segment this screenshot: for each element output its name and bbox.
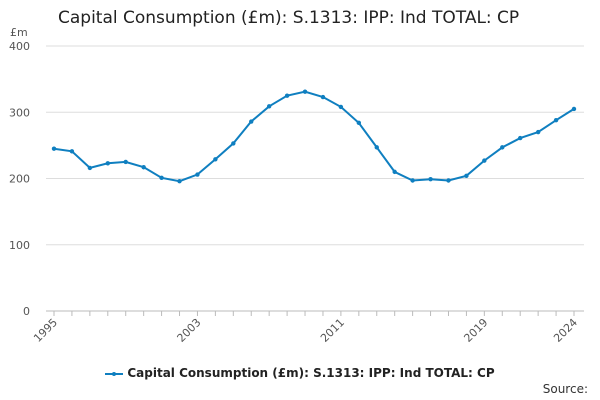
series-points xyxy=(51,89,577,184)
y-tick-label: 100 xyxy=(9,239,30,252)
legend-line-icon xyxy=(105,371,124,376)
source-label: Source: xyxy=(542,382,588,396)
data-point[interactable] xyxy=(231,141,236,146)
data-point[interactable] xyxy=(141,165,146,170)
y-axis-ticks: 0 100 200 300 400 xyxy=(9,40,30,318)
x-tick-label: 1995 xyxy=(31,316,60,345)
data-point[interactable] xyxy=(159,175,164,181)
x-tick-label: 2011 xyxy=(318,316,347,345)
data-point[interactable] xyxy=(392,169,397,175)
data-point[interactable] xyxy=(123,159,128,165)
data-point[interactable] xyxy=(249,119,254,124)
data-point[interactable] xyxy=(428,176,433,182)
data-point[interactable] xyxy=(105,161,110,166)
y-tick-label: 300 xyxy=(9,106,30,119)
data-point[interactable] xyxy=(374,145,379,150)
y-tick-label: 400 xyxy=(9,40,30,53)
x-tick-label: 2019 xyxy=(461,316,490,345)
x-axis: 1995 2003 2011 2019 2024 xyxy=(31,310,584,345)
data-point[interactable] xyxy=(338,104,344,110)
data-point[interactable] xyxy=(51,146,57,151)
data-point[interactable] xyxy=(302,89,308,94)
data-point[interactable] xyxy=(500,145,505,150)
data-point[interactable] xyxy=(320,94,326,100)
series-line xyxy=(53,90,575,183)
data-point[interactable] xyxy=(518,135,523,141)
data-point[interactable] xyxy=(446,178,451,183)
data-point[interactable] xyxy=(553,118,559,123)
legend-label: Capital Consumption (£m): S.1313: IPP: I… xyxy=(127,366,495,380)
data-point[interactable] xyxy=(69,149,75,154)
data-point[interactable] xyxy=(284,93,290,98)
chart-title: Capital Consumption (£m): S.1313: IPP: I… xyxy=(58,8,520,28)
y-tick-label: 0 xyxy=(23,305,30,318)
y-axis-unit-label: £m xyxy=(10,26,28,39)
gridlines xyxy=(46,45,584,312)
data-point[interactable] xyxy=(571,106,577,112)
data-point[interactable] xyxy=(482,158,487,163)
x-tick-label: 2003 xyxy=(175,316,204,345)
y-tick-label: 200 xyxy=(9,173,30,186)
data-point[interactable] xyxy=(195,172,200,177)
data-point[interactable] xyxy=(410,178,415,183)
data-point[interactable] xyxy=(87,165,93,171)
data-point[interactable] xyxy=(213,157,218,162)
legend[interactable]: Capital Consumption (£m): S.1313: IPP: I… xyxy=(0,366,600,380)
data-point[interactable] xyxy=(464,173,469,179)
data-point[interactable] xyxy=(356,120,362,126)
data-point[interactable] xyxy=(535,129,541,135)
x-tick-label: 2024 xyxy=(551,316,580,345)
data-point[interactable] xyxy=(266,104,272,109)
data-point[interactable] xyxy=(177,178,182,184)
